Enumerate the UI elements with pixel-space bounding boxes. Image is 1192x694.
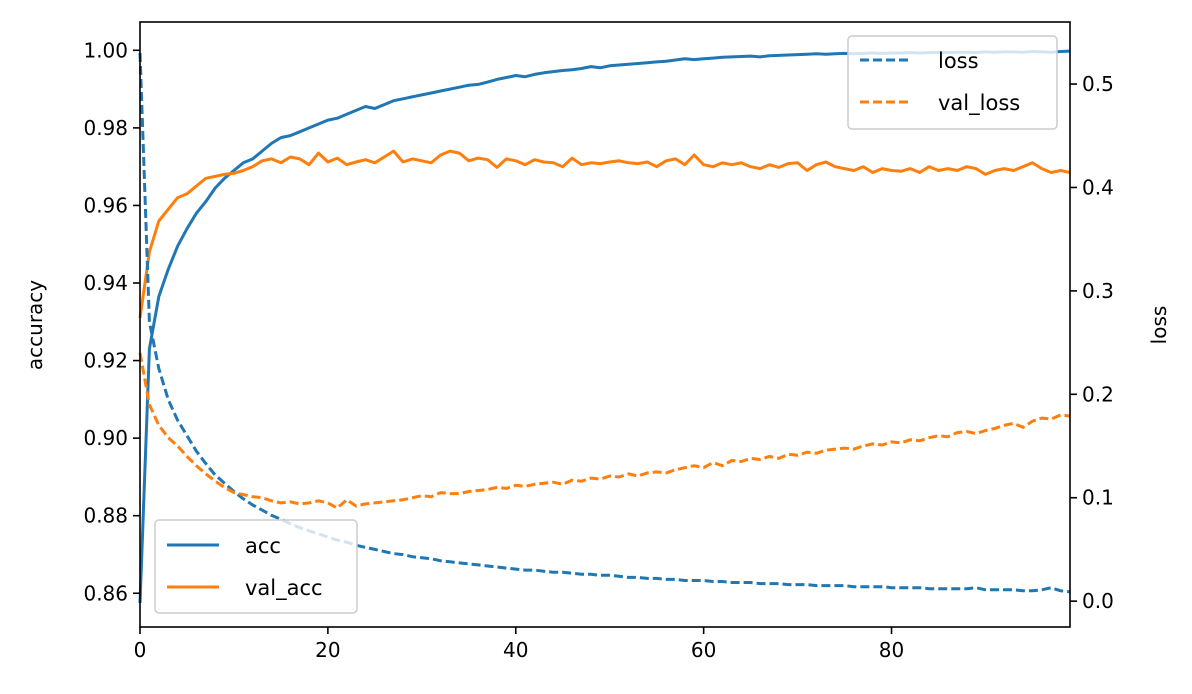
y-left-tick-label: 0.94 [83, 271, 128, 295]
y-axis-left-label: accuracy [23, 280, 47, 370]
y-axis-right: 0.0 0.1 0.2 0.3 0.4 0.5 [1070, 72, 1114, 613]
y-axis-left: 0.86 0.88 0.90 0.92 0.94 0.96 0.98 1.00 [83, 38, 140, 605]
legend-label-acc: acc [245, 534, 281, 558]
legend-label-val-acc: val_acc [245, 576, 323, 601]
y-right-tick-label: 0.5 [1082, 72, 1114, 96]
y-right-tick-label: 0.1 [1082, 486, 1114, 510]
y-left-tick-label: 0.90 [83, 426, 128, 450]
y-right-tick-label: 0.3 [1082, 279, 1114, 303]
y-left-tick-label: 0.92 [83, 349, 128, 373]
y-left-tick-label: 1.00 [83, 38, 128, 62]
x-tick-label: 0 [134, 638, 147, 662]
x-tick-label: 20 [315, 638, 340, 662]
legend-lower-left: acc val_acc [154, 519, 358, 614]
y-right-tick-label: 0.2 [1082, 382, 1114, 406]
y-left-tick-label: 0.86 [83, 581, 128, 605]
series-line-val-acc [138, 149, 1071, 319]
y-axis-right-label: loss [1147, 306, 1171, 345]
y-right-tick-label: 0.4 [1082, 175, 1114, 199]
plot-frame [139, 21, 1071, 628]
x-tick-label: 40 [503, 638, 528, 662]
x-tick-label: 80 [879, 638, 904, 662]
y-left-tick-label: 0.98 [83, 116, 128, 140]
x-axis: 0 20 40 60 80 [134, 627, 904, 662]
legend-upper-right: loss val_loss [847, 35, 1058, 130]
y-left-tick-label: 0.96 [83, 193, 128, 217]
series-line-val-loss [138, 352, 1071, 510]
x-tick-label: 60 [691, 638, 716, 662]
y-left-tick-label: 0.88 [83, 504, 128, 528]
legend-label-val-loss: val_loss [938, 91, 1020, 116]
legend-box [154, 519, 358, 614]
legend-label-loss: loss [938, 49, 979, 73]
y-right-tick-label: 0.0 [1082, 589, 1114, 613]
